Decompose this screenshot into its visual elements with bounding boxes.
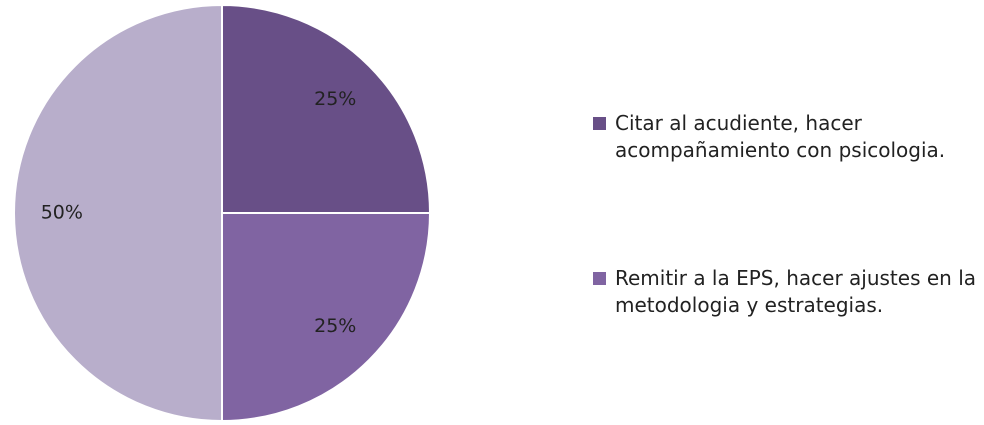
legend-entry: Citar al acudiente, hacer acompañamiento… bbox=[593, 110, 983, 164]
data-label: 25% bbox=[314, 88, 356, 110]
legend-label: Citar al acudiente, hacer acompañamiento… bbox=[615, 111, 946, 162]
pie-slice bbox=[221, 212, 432, 423]
data-label: 25% bbox=[314, 315, 356, 337]
legend-label: Remitir a la EPS, hacer ajustes en la me… bbox=[615, 266, 977, 317]
legend-swatch bbox=[593, 272, 606, 285]
pie-slice bbox=[13, 3, 223, 423]
pie-slice bbox=[221, 3, 432, 214]
legend-entry: Remitir a la EPS, hacer ajustes en la me… bbox=[593, 265, 983, 319]
data-label: 50% bbox=[41, 202, 83, 224]
legend-swatch bbox=[593, 117, 606, 130]
